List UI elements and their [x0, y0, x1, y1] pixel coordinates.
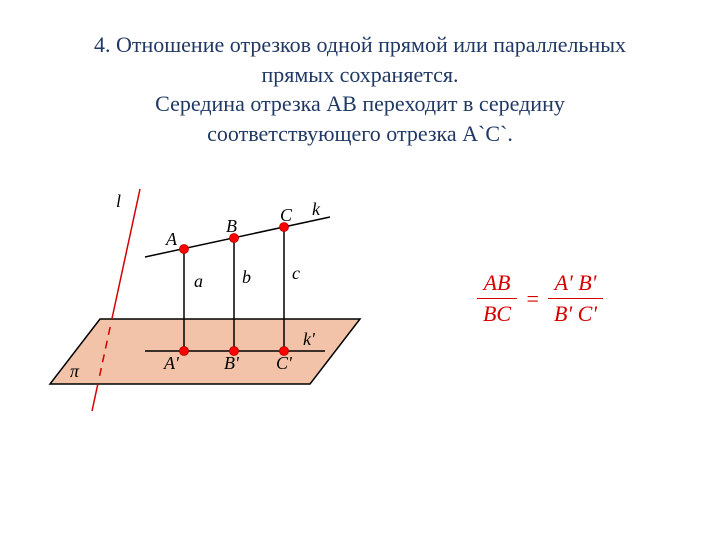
- fraction-right-numerator: A' B': [548, 270, 603, 296]
- svg-text:B': B': [224, 353, 240, 373]
- projection-diagram: π l k k' a b c A B C A' B' C': [30, 179, 390, 419]
- svg-text:π: π: [70, 361, 80, 381]
- svg-text:B: B: [226, 216, 237, 236]
- title-line-3: Середина отрезка АВ переходит в середину: [155, 91, 565, 116]
- fraction-right: A' B' B' C': [548, 270, 603, 327]
- ratio-formula: AB BC = A' B' B' C': [390, 270, 690, 327]
- svg-text:c: c: [292, 263, 300, 283]
- svg-text:C: C: [280, 205, 293, 225]
- content-row: πlkk'abcABCA'B'C' AB BC = A' B' B' C': [0, 149, 720, 419]
- svg-text:A': A': [163, 353, 180, 373]
- title-line-1: 4. Отношение отрезков одной прямой или п…: [94, 32, 626, 57]
- svg-text:l: l: [116, 191, 121, 211]
- fraction-right-denominator: B' C': [548, 301, 603, 327]
- svg-text:k': k': [303, 329, 316, 349]
- title-line-2: прямых сохраняется.: [261, 62, 458, 87]
- fraction-bar-icon: [477, 298, 517, 299]
- svg-text:A: A: [165, 229, 178, 249]
- svg-text:b: b: [242, 267, 251, 287]
- fraction-left-denominator: BC: [477, 301, 517, 327]
- svg-text:a: a: [194, 271, 203, 291]
- fraction-left-numerator: AB: [477, 270, 517, 296]
- title-line-4: соответствующего отрезка А`С`.: [207, 121, 513, 146]
- equals-sign: =: [517, 286, 548, 312]
- svg-text:k: k: [312, 199, 321, 219]
- fraction-bar-icon: [548, 298, 603, 299]
- svg-text:C': C': [276, 353, 293, 373]
- fraction-left: AB BC: [477, 270, 517, 327]
- title-block: 4. Отношение отрезков одной прямой или п…: [0, 0, 720, 149]
